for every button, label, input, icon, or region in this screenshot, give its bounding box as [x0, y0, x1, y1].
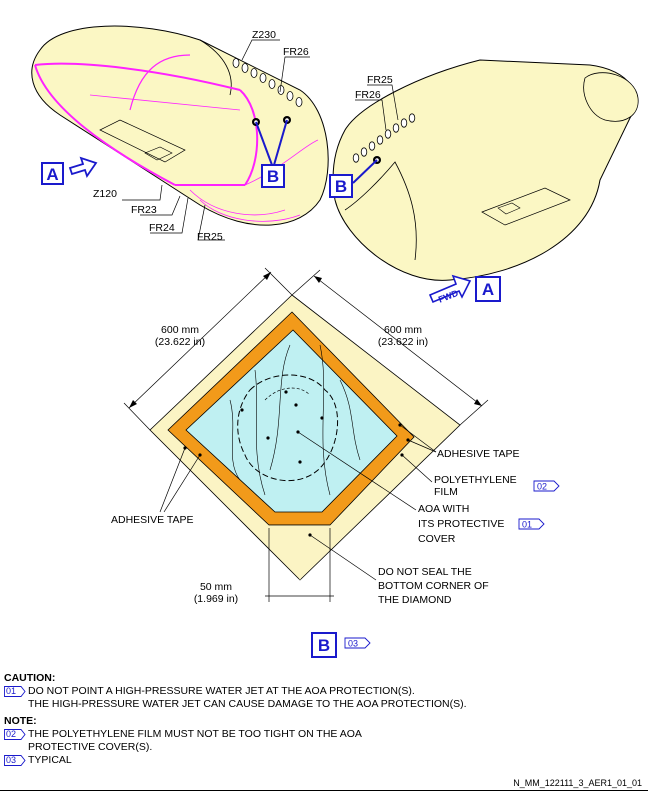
left-windows: [232, 58, 303, 107]
svg-text:A: A: [46, 165, 58, 184]
label-polyethylene-line2: FILM: [434, 486, 458, 498]
polyethylene-film: [185, 329, 398, 513]
dim-bottom-mm: 50 mm: [200, 581, 232, 593]
caution-line1: DO NOT POINT A HIGH-PRESSURE WATER JET A…: [28, 685, 415, 697]
ref-tag-02-note: 02: [4, 729, 26, 740]
dim-left-mm: 600 mm: [161, 324, 199, 336]
dim-right-mm: 600 mm: [384, 324, 422, 336]
note2-line1: TYPICAL: [28, 754, 72, 766]
view-arrow-icon: [68, 156, 98, 178]
right-fuselage-view: FR25 FR26 B FWD A: [329, 59, 639, 305]
caution-item: 01 DO NOT POINT A HIGH-PRESSURE WATER JE…: [4, 685, 644, 711]
label-aoa-line1: AOA WITH: [418, 503, 469, 515]
label-fr26-left: FR26: [283, 46, 309, 58]
label-fr23: FR23: [131, 204, 157, 216]
callout-b-left: B: [255, 119, 288, 188]
note1-line1: THE POLYETHYLENE FILM MUST NOT BE TOO TI…: [28, 728, 362, 740]
svg-text:B: B: [318, 636, 330, 655]
svg-text:B: B: [267, 167, 279, 186]
label-fr25-right: FR25: [367, 74, 393, 86]
svg-text:01: 01: [522, 520, 532, 530]
label-fr24: FR24: [149, 222, 175, 234]
note1-line2: PROTECTIVE COVER(S).: [28, 741, 153, 753]
caution-heading: CAUTION:: [4, 672, 56, 684]
label-z230: Z230: [252, 29, 276, 41]
dim-bottom-in: (1.969 in): [194, 593, 238, 605]
right-windows: [352, 113, 416, 163]
label-polyethylene-line1: POLYETHYLENE: [434, 474, 517, 486]
svg-text:B: B: [335, 177, 347, 196]
ref-tag-02: 02: [533, 480, 560, 492]
note-heading: NOTE:: [4, 715, 37, 727]
note-item-02: 02 THE POLYETHYLENE FILM MUST NOT BE TOO…: [4, 728, 644, 754]
svg-text:A: A: [482, 280, 494, 299]
right-fuselage-body: [332, 59, 637, 281]
label-aoa-line3: COVER: [418, 533, 456, 545]
document-reference: N_MM_122111_3_AER1_01_01: [513, 778, 642, 788]
callout-b-right: B: [329, 159, 378, 198]
label-fr25-left: FR25: [197, 231, 223, 243]
aoa-cover-dashed: [237, 374, 339, 482]
left-fuselage-view: Z230 FR26 Z120 FR23 FR24 FR25 B A: [31, 25, 329, 243]
detail-b-diamond: 600 mm (23.622 in) 600 mm (23.622 in) 50…: [111, 267, 560, 658]
fwd-arrow-icon: [428, 274, 472, 304]
ref-tag-03-note: 03: [4, 755, 26, 766]
ref-tag-01: 01: [518, 518, 545, 530]
bottom-rule: [0, 790, 648, 791]
label-fr26-right: FR26: [355, 89, 381, 101]
label-z120: Z120: [93, 188, 117, 200]
view-a-callout-left: A: [41, 156, 98, 185]
label-do-not-seal-line3: THE DIAMOND: [378, 594, 452, 606]
notes-block: CAUTION: 01 DO NOT POINT A HIGH-PRESSURE…: [4, 672, 644, 767]
highlighted-section: [34, 54, 259, 186]
svg-text:03: 03: [348, 639, 358, 649]
label-do-not-seal-line1: DO NOT SEAL THE: [378, 566, 472, 578]
dim-right-in: (23.622 in): [378, 336, 428, 348]
caution-line2: THE HIGH-PRESSURE WATER JET CAN CAUSE DA…: [28, 698, 467, 710]
label-adhesive-tape-right: ADHESIVE TAPE: [437, 448, 519, 460]
label-aoa-line2: ITS PROTECTIVE: [418, 518, 504, 530]
svg-text:02: 02: [537, 482, 547, 492]
view-b-caption: B 03: [311, 632, 371, 658]
label-do-not-seal-line2: BOTTOM CORNER OF: [378, 580, 489, 592]
dim-left-in: (23.622 in): [155, 336, 205, 348]
ref-tag-01-note: 01: [4, 686, 26, 697]
note-item-03: 03 TYPICAL: [4, 754, 644, 767]
label-adhesive-tape-left: ADHESIVE TAPE: [111, 514, 193, 526]
